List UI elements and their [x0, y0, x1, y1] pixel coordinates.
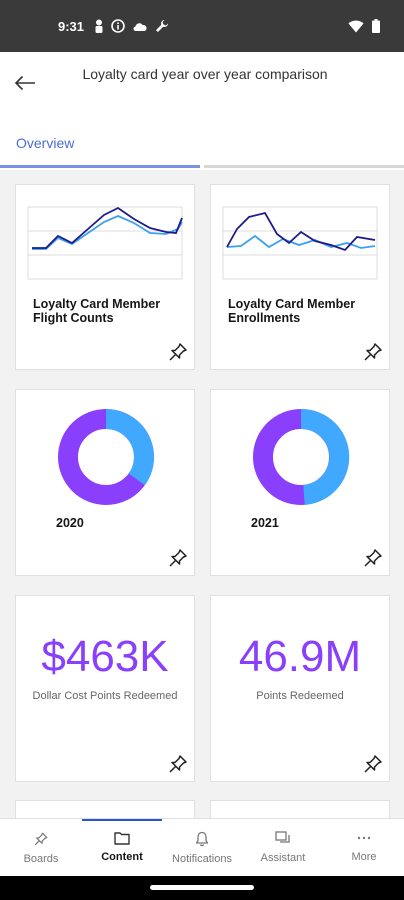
nav-item-boards[interactable]: Boards — [1, 819, 81, 877]
pin-icon[interactable] — [167, 341, 189, 363]
card-title-enrollments: Loyalty Card Member Enrollments — [228, 297, 356, 325]
enrollments-line-chart — [222, 206, 378, 280]
nav-item-notifications[interactable]: Notifications — [162, 819, 242, 877]
chat-icon — [275, 831, 290, 843]
gesture-handle[interactable] — [150, 885, 254, 890]
card-donut-2021[interactable]: 2021 — [210, 389, 390, 576]
back-button[interactable] — [10, 68, 40, 98]
pin-icon[interactable] — [167, 547, 189, 569]
card-flight-counts[interactable]: Loyalty Card Member Flight Counts — [15, 184, 195, 370]
app-header: Loyalty card year over year comparison — [0, 52, 404, 118]
battery-icon — [372, 19, 380, 33]
donut-2021-secondary-slice — [300, 408, 350, 505]
kpi-label-dollar-cost: Dollar Cost Points Redeemed — [32, 690, 178, 702]
donut-label-2021: 2021 — [251, 516, 279, 530]
tab-bar: Overview — [0, 118, 404, 170]
cloud-icon — [133, 23, 147, 31]
gesture-area — [0, 876, 404, 900]
more-icon — [357, 836, 371, 840]
card-kpi-points[interactable]: 46.9M Points Redeemed — [210, 595, 390, 782]
enrollment-series-a-line — [226, 211, 376, 252]
kpi-value-dollar-cost: $463K — [41, 632, 169, 681]
nav-item-content[interactable]: Content — [82, 819, 162, 877]
pin-icon[interactable] — [167, 753, 189, 775]
card-title-flight-counts: Loyalty Card Member Flight Counts — [33, 297, 161, 325]
nav-label-content: Content — [101, 851, 143, 863]
enrollment-series-b-line — [226, 234, 376, 249]
donut-chart-2021 — [253, 408, 350, 505]
pin-icon[interactable] — [362, 341, 384, 363]
tab-inactive-line — [204, 165, 404, 168]
bottom-nav: Boards Content Notifications Assistant M… — [0, 818, 404, 876]
nav-label-more: More — [351, 851, 377, 863]
nav-item-more[interactable]: More — [324, 819, 404, 877]
donut-label-2020: 2020 — [56, 516, 84, 530]
donut-2020-secondary-slice — [105, 409, 154, 486]
donut-chart-2020 — [58, 409, 154, 505]
flight-series-b-line — [32, 215, 183, 250]
status-bar: 9:31 — [0, 0, 404, 52]
tab-active-indicator — [0, 165, 200, 168]
kpi-value-points: 46.9M — [238, 632, 362, 681]
status-time: 9:31 — [58, 18, 85, 34]
wifi-icon — [348, 20, 364, 32]
card-kpi-dollar-cost[interactable]: $463K Dollar Cost Points Redeemed — [15, 595, 195, 782]
nav-label-assistant: Assistant — [260, 852, 306, 864]
pin-icon[interactable] — [362, 547, 384, 569]
nav-active-indicator — [82, 819, 162, 821]
pin-icon[interactable] — [362, 753, 384, 775]
folder-icon — [114, 832, 130, 845]
info-icon — [111, 19, 125, 33]
flight-series-a-line — [32, 206, 183, 249]
tab-overview[interactable]: Overview — [16, 135, 75, 151]
bell-icon — [195, 831, 209, 847]
nav-label-notifications: Notifications — [172, 853, 232, 865]
flight-counts-line-chart — [27, 206, 183, 280]
nav-item-assistant[interactable]: Assistant — [243, 819, 323, 877]
page-title: Loyalty card year over year comparison — [82, 66, 328, 82]
wrench-icon — [156, 20, 169, 32]
nav-label-boards: Boards — [23, 853, 59, 865]
pin-icon — [34, 832, 48, 846]
card-enrollments[interactable]: Loyalty Card Member Enrollments — [210, 184, 390, 370]
arrow-left-icon — [14, 75, 35, 91]
card-partial-right[interactable] — [210, 800, 390, 818]
card-donut-2020[interactable]: 2020 — [15, 389, 195, 576]
card-partial-left[interactable] — [15, 800, 195, 818]
person-icon — [95, 19, 103, 33]
dashboard-content: Loyalty Card Member Flight Counts Loyalt… — [0, 170, 404, 818]
kpi-label-points: Points Redeemed — [256, 690, 344, 702]
